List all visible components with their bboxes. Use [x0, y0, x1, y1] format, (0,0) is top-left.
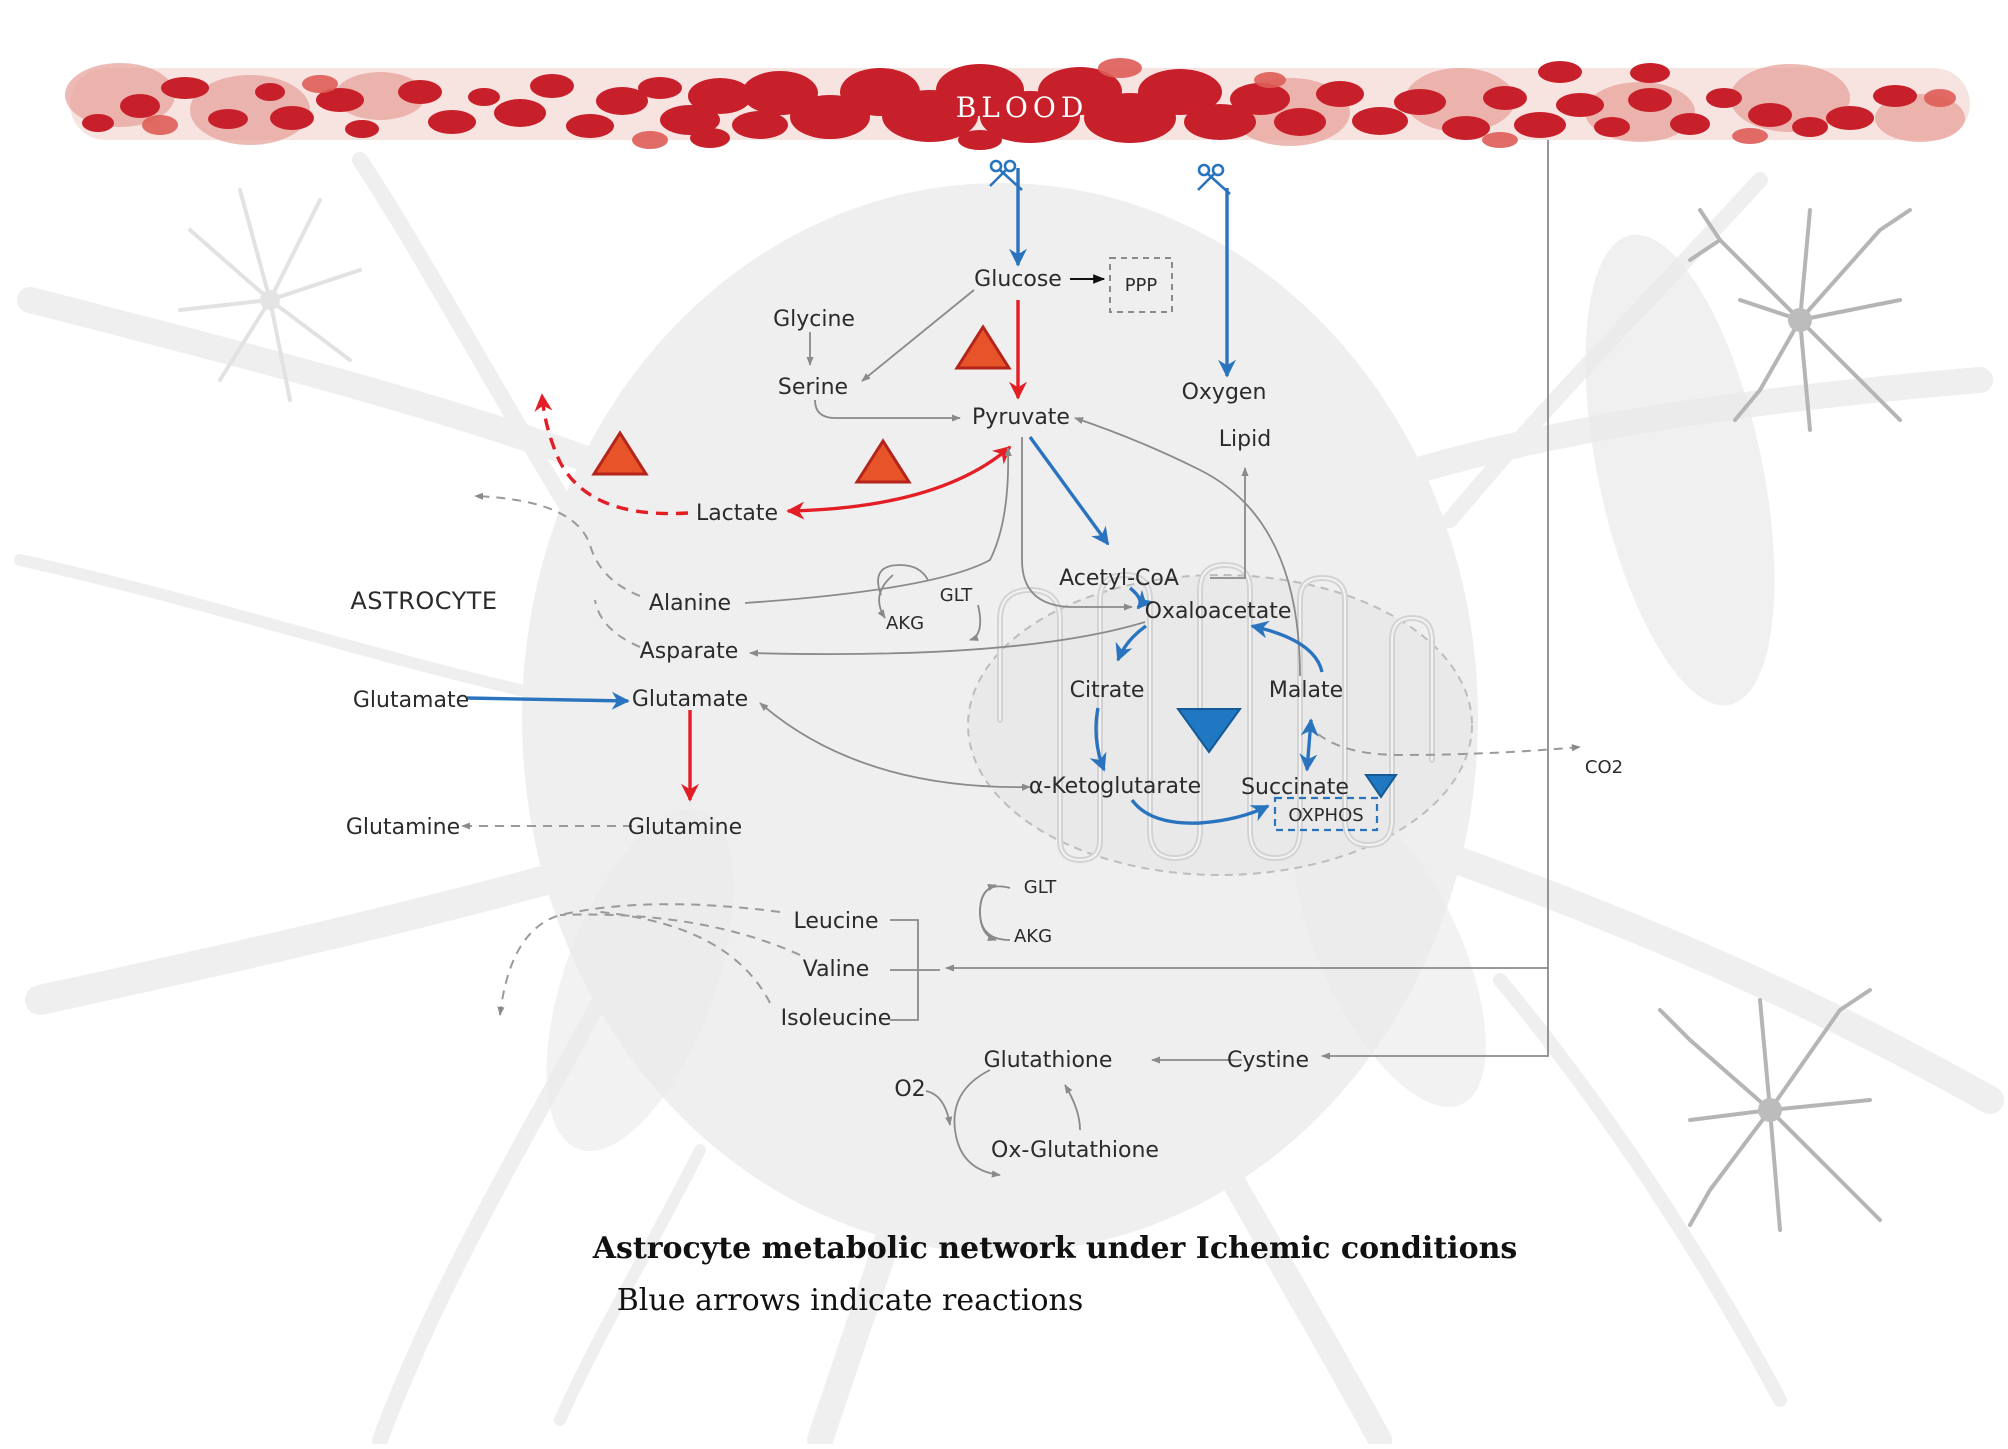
arrow-pyruvate-lactate [786, 445, 1012, 520]
label-oxaloacetate: Oxaloacetate [1145, 599, 1292, 624]
label-o2: O2 [894, 1077, 925, 1102]
label-glutamine-external: Glutamine [346, 815, 460, 840]
arrow-akg-glutamate [759, 702, 1031, 791]
oxphos-box [1273, 796, 1379, 832]
decrease-triangle-icon [1364, 774, 1398, 799]
label-glycine: Glycine [773, 307, 855, 332]
label-asparate: Asparate [640, 639, 739, 664]
arrow-valine-export [559, 913, 801, 956]
arrow-oaa-to-citrate [1115, 624, 1147, 662]
label-lipid: Lipid [1219, 427, 1271, 452]
label-leucine: Leucine [793, 909, 878, 934]
label-a-ketoglutarate: α-Ketoglutarate [1029, 774, 1201, 799]
glutathione-cycle-left [953, 1069, 1001, 1178]
glutathione-cycle-right [1064, 1084, 1081, 1131]
label-akg-1: AKG [886, 613, 924, 634]
bcaa-glt-arrow [979, 883, 997, 913]
bcaa-akg-arrow [979, 911, 997, 942]
process-shadow [1585, 234, 1775, 706]
label-pyruvate: Pyruvate [972, 405, 1070, 430]
label-acetyl-coa: Acetyl-CoA [1059, 566, 1179, 591]
ppp-box [1109, 257, 1173, 313]
blood-vessel: BLOOD [65, 58, 1970, 150]
arrow-alanine-pyruvate [744, 447, 1012, 604]
label-serine: Serine [778, 375, 848, 400]
label-ox-glutathione: Ox-Glutathione [991, 1138, 1159, 1163]
arrow-bcaa-export [497, 903, 781, 1016]
arrow-co2-export [1317, 733, 1581, 757]
scissors-icon [1197, 163, 1231, 195]
process-shadow [1294, 793, 1486, 1107]
astrocyte-cell-icon [1688, 208, 1912, 432]
label-malate: Malate [1269, 678, 1343, 703]
arrow-pyruvate-to-acetylcoa [1028, 435, 1110, 546]
arrow-isoleucine-export [599, 911, 771, 1004]
arrow-oaa-to-asparate [749, 621, 1146, 657]
label-glutathione: Glutathione [984, 1048, 1113, 1073]
arrow-pyruvate-to-oaa [1021, 437, 1133, 611]
scissors-icon [989, 159, 1023, 191]
decrease-triangle-icon [1176, 708, 1242, 754]
increase-triangle-icon [954, 324, 1012, 370]
label-succinate: Succinate [1241, 775, 1349, 800]
label-isoleucine: Isoleucine [781, 1006, 892, 1031]
label-alanine: Alanine [649, 591, 731, 616]
arrow-asparate-export [594, 599, 641, 648]
caption-subtitle: Blue arrows indicate reactions [617, 1283, 1083, 1318]
arrow-serine-to-pyruvate [814, 399, 961, 422]
arrow-glucose-to-serine [861, 289, 975, 382]
cycle-glt-akg-top [877, 564, 929, 596]
astrocyte-cell-icon [178, 188, 362, 402]
label-citrate: Citrate [1070, 678, 1145, 703]
arrow-malate-to-pyruvate [1074, 417, 1301, 677]
label-lactate: Lactate [696, 501, 778, 526]
arrow-malate-to-oaa [1250, 620, 1324, 673]
arrow-citrate-to-akg [1089, 707, 1107, 772]
label-glt-2: GLT [1024, 877, 1057, 898]
arrow-o2-to-cycle [925, 1090, 953, 1126]
blood-label: BLOOD [956, 91, 1089, 124]
increase-triangle-icon [591, 430, 649, 476]
label-glutamate: Glutamate [632, 687, 748, 712]
label-ppp: PPP [1125, 275, 1158, 296]
arrow-glutamate-uptake [466, 691, 630, 710]
arrow-akg-to-succinate [1130, 798, 1270, 825]
label-oxphos: OXPHOS [1288, 805, 1363, 826]
label-glucose: Glucose [974, 267, 1062, 292]
label-cystine: Cystine [1227, 1048, 1309, 1073]
increase-triangle-icon [854, 438, 912, 484]
label-akg-2: AKG [1014, 926, 1052, 947]
label-co2: CO2 [1585, 757, 1623, 778]
process-shadow [546, 808, 734, 1152]
label-astrocyte: ASTROCYTE [350, 587, 497, 615]
cycle-glt-akg-left [877, 574, 894, 619]
cycle-glt-akg-right [969, 604, 982, 641]
arrow-acetylcoa-to-lipid [1210, 467, 1249, 579]
arrow-blood-to-cystine [1321, 968, 1549, 1060]
label-oxygen: Oxygen [1182, 380, 1267, 405]
label-valine: Valine [803, 957, 870, 982]
arrow-lactate-export [534, 393, 689, 516]
arrow-acetylcoa-to-oaa [1128, 586, 1156, 610]
arrow-succinate-malate [1299, 718, 1319, 772]
label-glutamine: Glutamine [628, 815, 742, 840]
label-glutamate-external: Glutamate [353, 688, 469, 713]
caption-title: Astrocyte metabolic network under Ichemi… [592, 1231, 1518, 1266]
label-glt-1: GLT [940, 585, 973, 606]
astrocyte-cell-icon [1658, 988, 1882, 1232]
